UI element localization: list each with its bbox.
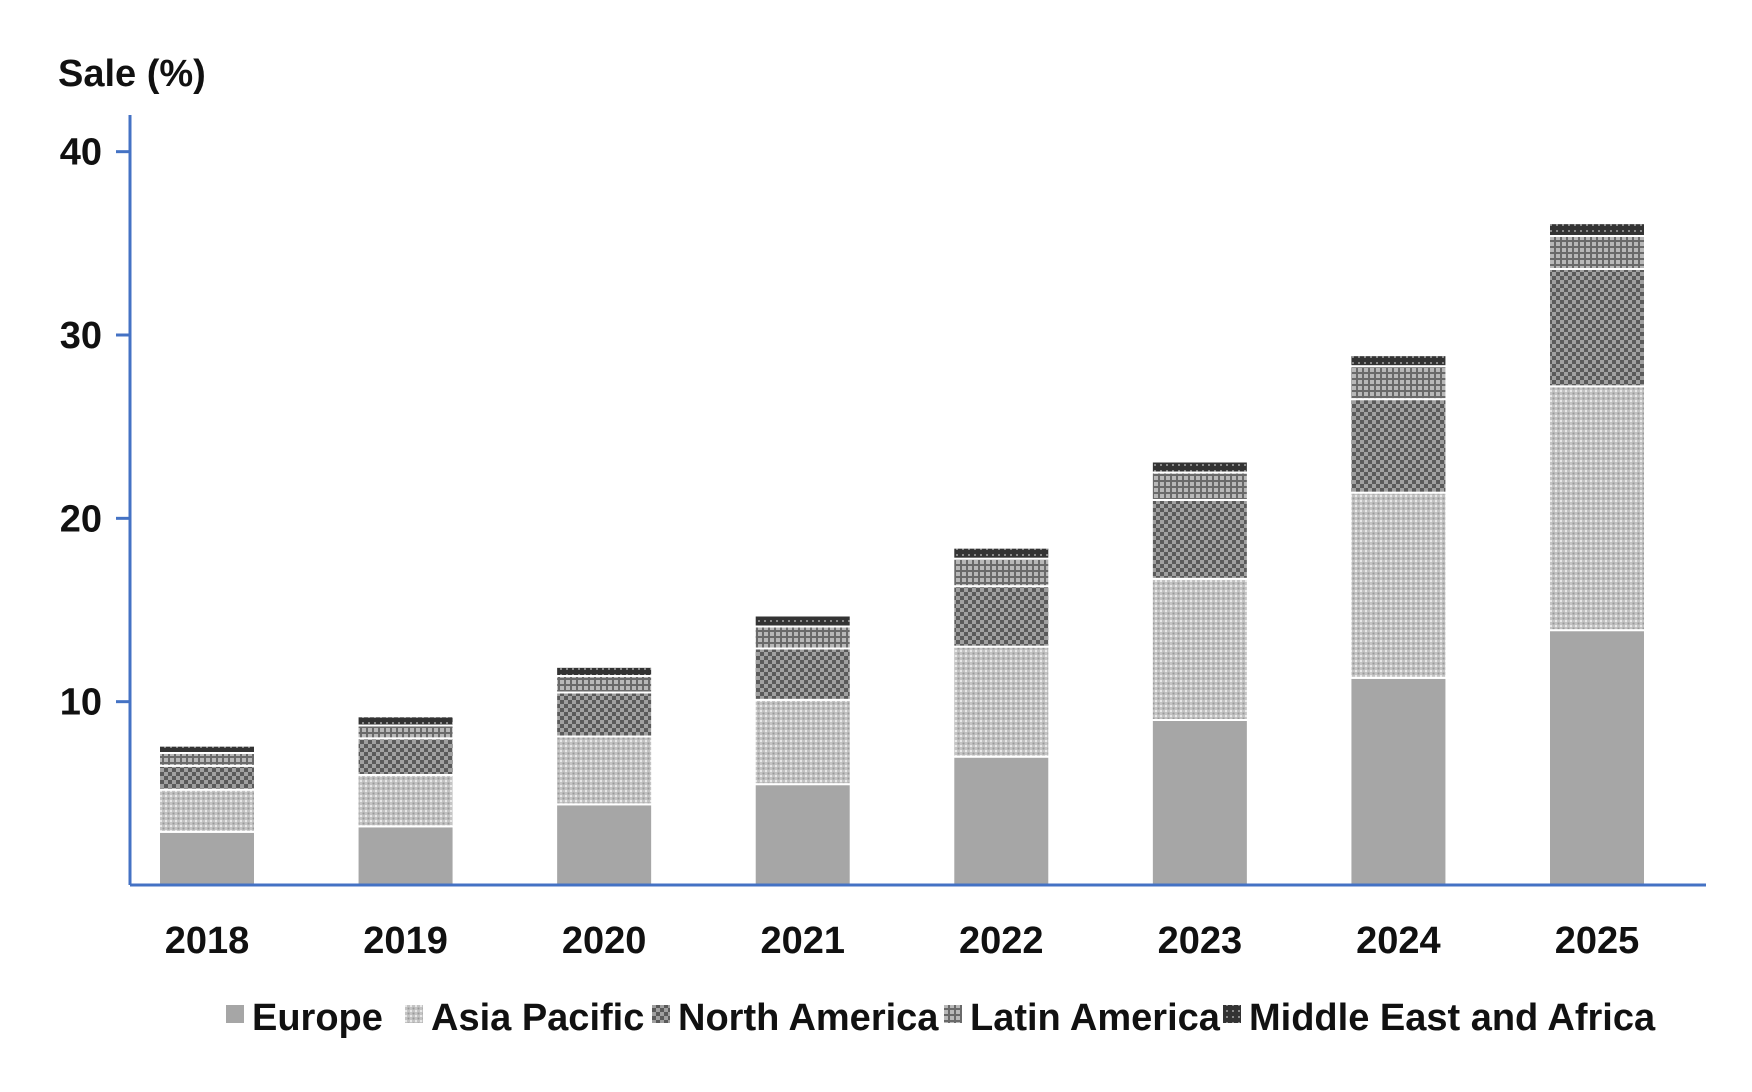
legend-label: North America — [678, 997, 939, 1039]
legend-swatch — [226, 1005, 244, 1023]
bar-segment-asia-pacific-2021 — [753, 698, 852, 786]
legend-swatch — [944, 1005, 962, 1023]
bar-segment-latin-america-2022 — [952, 557, 1051, 588]
bar-segment-latin-america-2018 — [158, 752, 256, 767]
legend: Europe Asia Pacific North America Latin Ame… — [226, 997, 1656, 1039]
bar-segment-middle-east-and-africa-2019 — [356, 715, 455, 727]
bar-segment-asia-pacific-2018 — [158, 788, 256, 833]
bar-segment-latin-america-2025 — [1548, 235, 1646, 270]
legend-label: Latin America — [970, 997, 1221, 1039]
bar-segment-north-america-2018 — [158, 764, 256, 791]
legend-label: Asia Pacific — [431, 997, 644, 1039]
bar-segment-north-america-2019 — [356, 737, 455, 776]
bar-segment-europe-2022 — [952, 755, 1051, 887]
legend-swatch — [652, 1005, 670, 1023]
legend-label: Middle East and Africa — [1249, 997, 1656, 1039]
bar-segment-north-america-2020 — [555, 691, 654, 738]
bar-segment-latin-america-2019 — [356, 724, 455, 740]
x-tick-label: 2022 — [959, 920, 1044, 962]
bar-segment-middle-east-and-africa-2018 — [158, 744, 256, 755]
x-axis-labels: 2018 2019 2020 2021 2022 2023 2024 2025 — [165, 920, 1640, 962]
x-tick-label: 2023 — [1158, 920, 1243, 962]
bar-segment-latin-america-2024 — [1349, 365, 1448, 401]
y-tick-label: 10 — [60, 682, 102, 724]
bars-layer — [158, 222, 1646, 887]
bar-segment-middle-east-and-africa-2025 — [1548, 222, 1646, 238]
bar-segment-middle-east-and-africa-2024 — [1349, 354, 1448, 368]
bar-segment-europe-2021 — [753, 783, 852, 887]
y-axis-ticks: 10 20 30 40 — [60, 132, 130, 724]
bar-segment-middle-east-and-africa-2020 — [555, 665, 654, 677]
bar-segment-asia-pacific-2023 — [1150, 577, 1249, 721]
bar-segment-middle-east-and-africa-2022 — [952, 546, 1051, 560]
legend-label: Europe — [252, 997, 383, 1039]
bar-segment-europe-2020 — [555, 803, 654, 886]
bar-segment-north-america-2025 — [1548, 268, 1646, 388]
bar-segment-middle-east-and-africa-2021 — [753, 614, 852, 628]
bar-segment-north-america-2023 — [1150, 499, 1249, 580]
x-tick-label: 2018 — [165, 920, 250, 962]
legend-swatch — [405, 1005, 423, 1023]
x-tick-label: 2019 — [363, 920, 448, 962]
bar-segment-asia-pacific-2019 — [356, 774, 455, 828]
bar-segment-europe-2025 — [1548, 629, 1646, 887]
bar-segment-asia-pacific-2020 — [555, 735, 654, 806]
bar-segment-europe-2019 — [356, 825, 455, 886]
bar-segment-latin-america-2021 — [753, 625, 852, 650]
legend-swatch — [1223, 1005, 1241, 1023]
bar-segment-asia-pacific-2022 — [952, 645, 1051, 758]
x-tick-label: 2024 — [1356, 920, 1441, 962]
x-tick-label: 2025 — [1555, 920, 1640, 962]
bar-segment-asia-pacific-2025 — [1548, 385, 1646, 632]
bar-segment-europe-2024 — [1349, 676, 1448, 886]
bar-segment-europe-2023 — [1150, 719, 1249, 886]
bar-segment-latin-america-2023 — [1150, 471, 1249, 501]
bar-segment-middle-east-and-africa-2023 — [1150, 460, 1249, 474]
bar-segment-latin-america-2020 — [555, 675, 654, 694]
y-tick-label: 40 — [60, 132, 102, 174]
bar-segment-north-america-2024 — [1349, 398, 1448, 494]
bar-segment-europe-2018 — [158, 830, 256, 886]
y-tick-label: 20 — [60, 498, 102, 540]
bar-segment-asia-pacific-2024 — [1349, 491, 1448, 679]
bar-segment-north-america-2021 — [753, 647, 852, 701]
y-axis-title: Sale (%) — [58, 53, 206, 95]
x-tick-label: 2021 — [760, 920, 845, 962]
x-tick-label: 2020 — [562, 920, 647, 962]
bar-segment-north-america-2022 — [952, 585, 1051, 648]
y-tick-label: 30 — [60, 315, 102, 357]
